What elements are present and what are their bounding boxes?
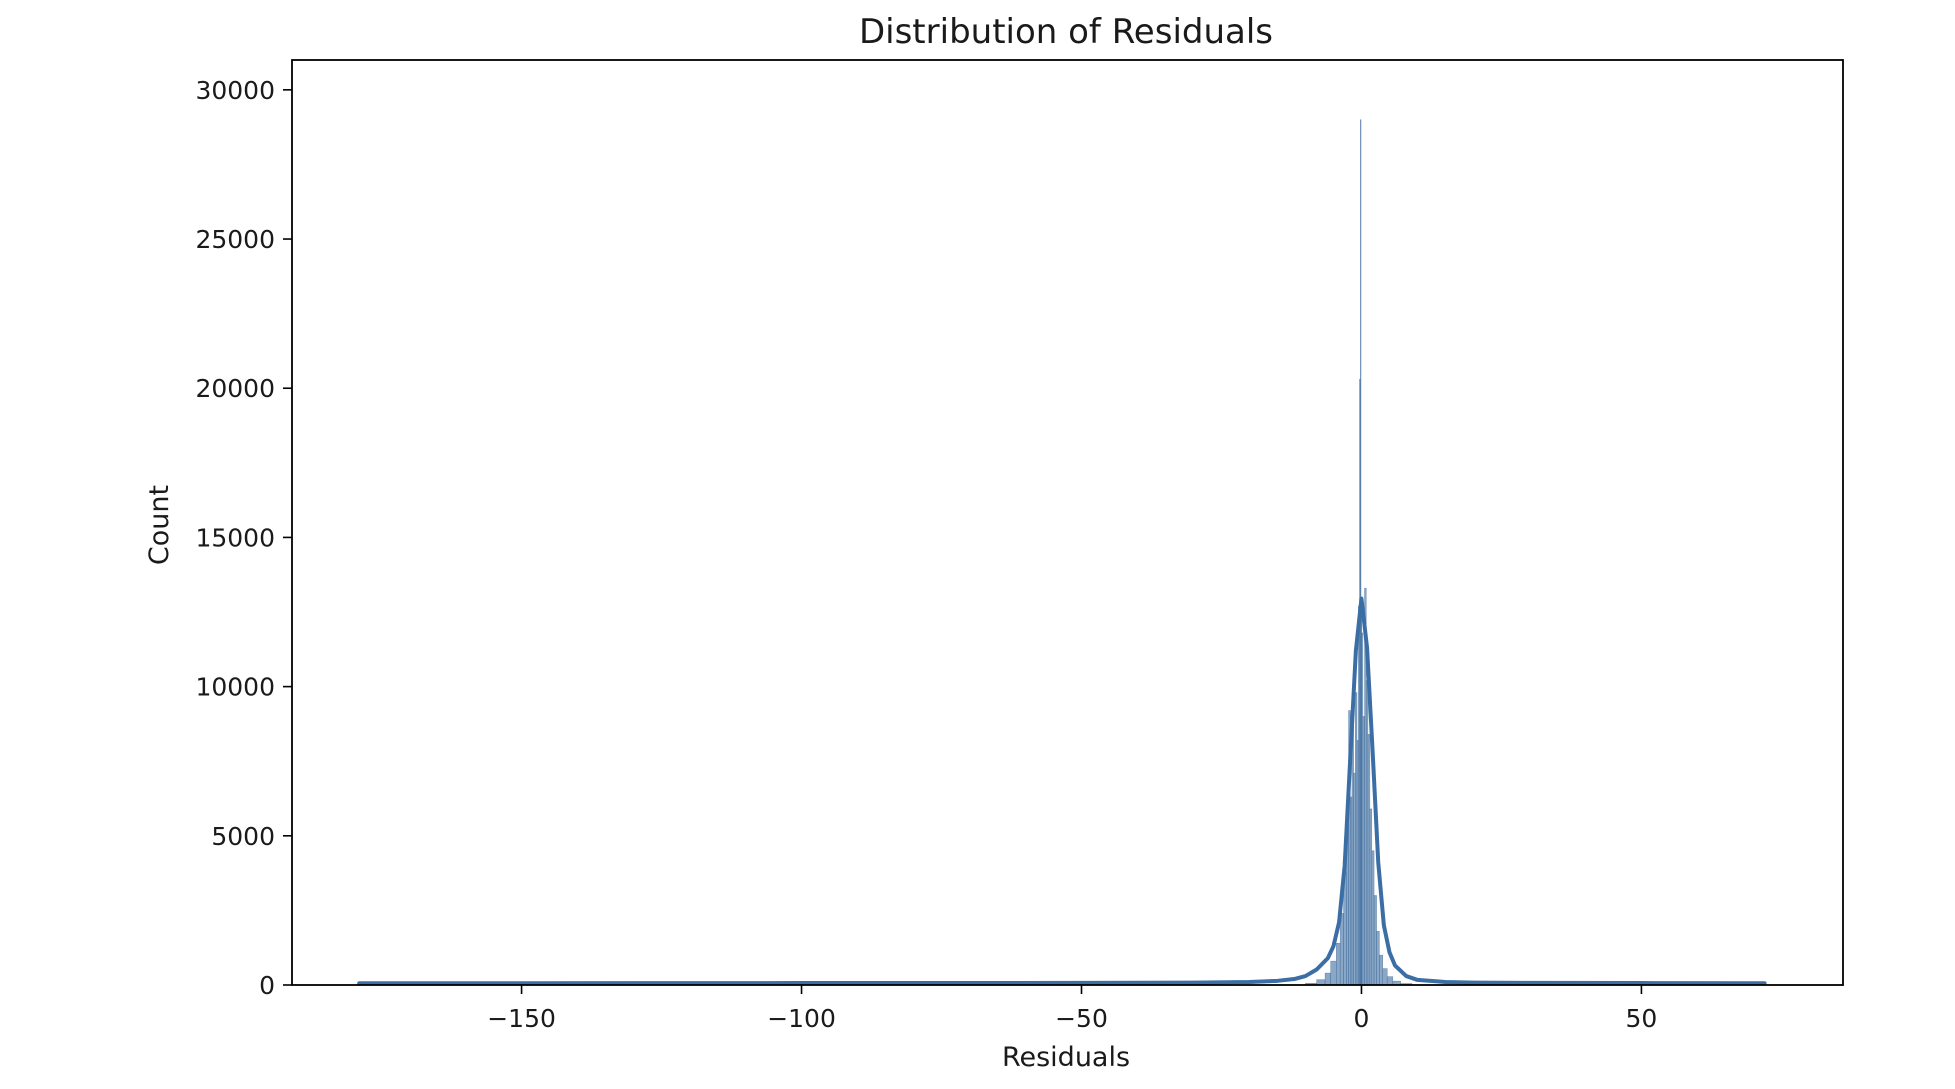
x-tick-label: 0	[1354, 1004, 1370, 1033]
histogram-bar	[1330, 960, 1337, 986]
histogram-bar	[1379, 954, 1383, 986]
histogram-bar	[1382, 968, 1388, 986]
histogram-bar	[1386, 976, 1394, 986]
y-axis-ticks: 0 5000 10000 15000 20000 25000 30000	[195, 76, 292, 1000]
x-tick-label: −50	[1055, 1004, 1108, 1033]
histogram-bar	[1369, 808, 1373, 986]
y-tick-label: 30000	[195, 76, 275, 105]
histogram-bar	[1362, 716, 1365, 986]
histogram-bar	[1367, 734, 1371, 986]
x-tick-label: −100	[767, 1004, 836, 1033]
histogram-bar	[1376, 931, 1380, 986]
histogram-bar	[1336, 942, 1341, 986]
histogram-bar	[1350, 796, 1353, 986]
histogram-bar	[1355, 692, 1358, 986]
x-axis-ticks: −150 −100 −50 0 50	[487, 985, 1657, 1033]
y-tick-label: 15000	[195, 523, 275, 552]
histogram-bars	[1305, 119, 1413, 986]
y-tick-label: 20000	[195, 374, 275, 403]
plot-frame	[291, 59, 1844, 986]
y-tick-label: 5000	[211, 822, 275, 851]
histogram-bar	[1373, 895, 1377, 986]
histogram-bar	[1324, 972, 1331, 986]
kde-curve	[357, 596, 1767, 986]
x-axis-label: Residuals	[1002, 1042, 1130, 1073]
histogram-bar	[1353, 772, 1356, 986]
x-tick-label: −150	[487, 1004, 556, 1033]
y-tick-label: 0	[259, 971, 275, 1000]
y-axis-label: Count	[144, 485, 175, 565]
histogram-bar	[1365, 680, 1369, 986]
y-tick-label: 25000	[195, 225, 275, 254]
histogram-bar	[1371, 850, 1375, 986]
x-tick-label: 50	[1626, 1004, 1658, 1033]
y-tick-label: 10000	[195, 673, 275, 702]
chart-title: Distribution of Residuals	[859, 12, 1273, 52]
